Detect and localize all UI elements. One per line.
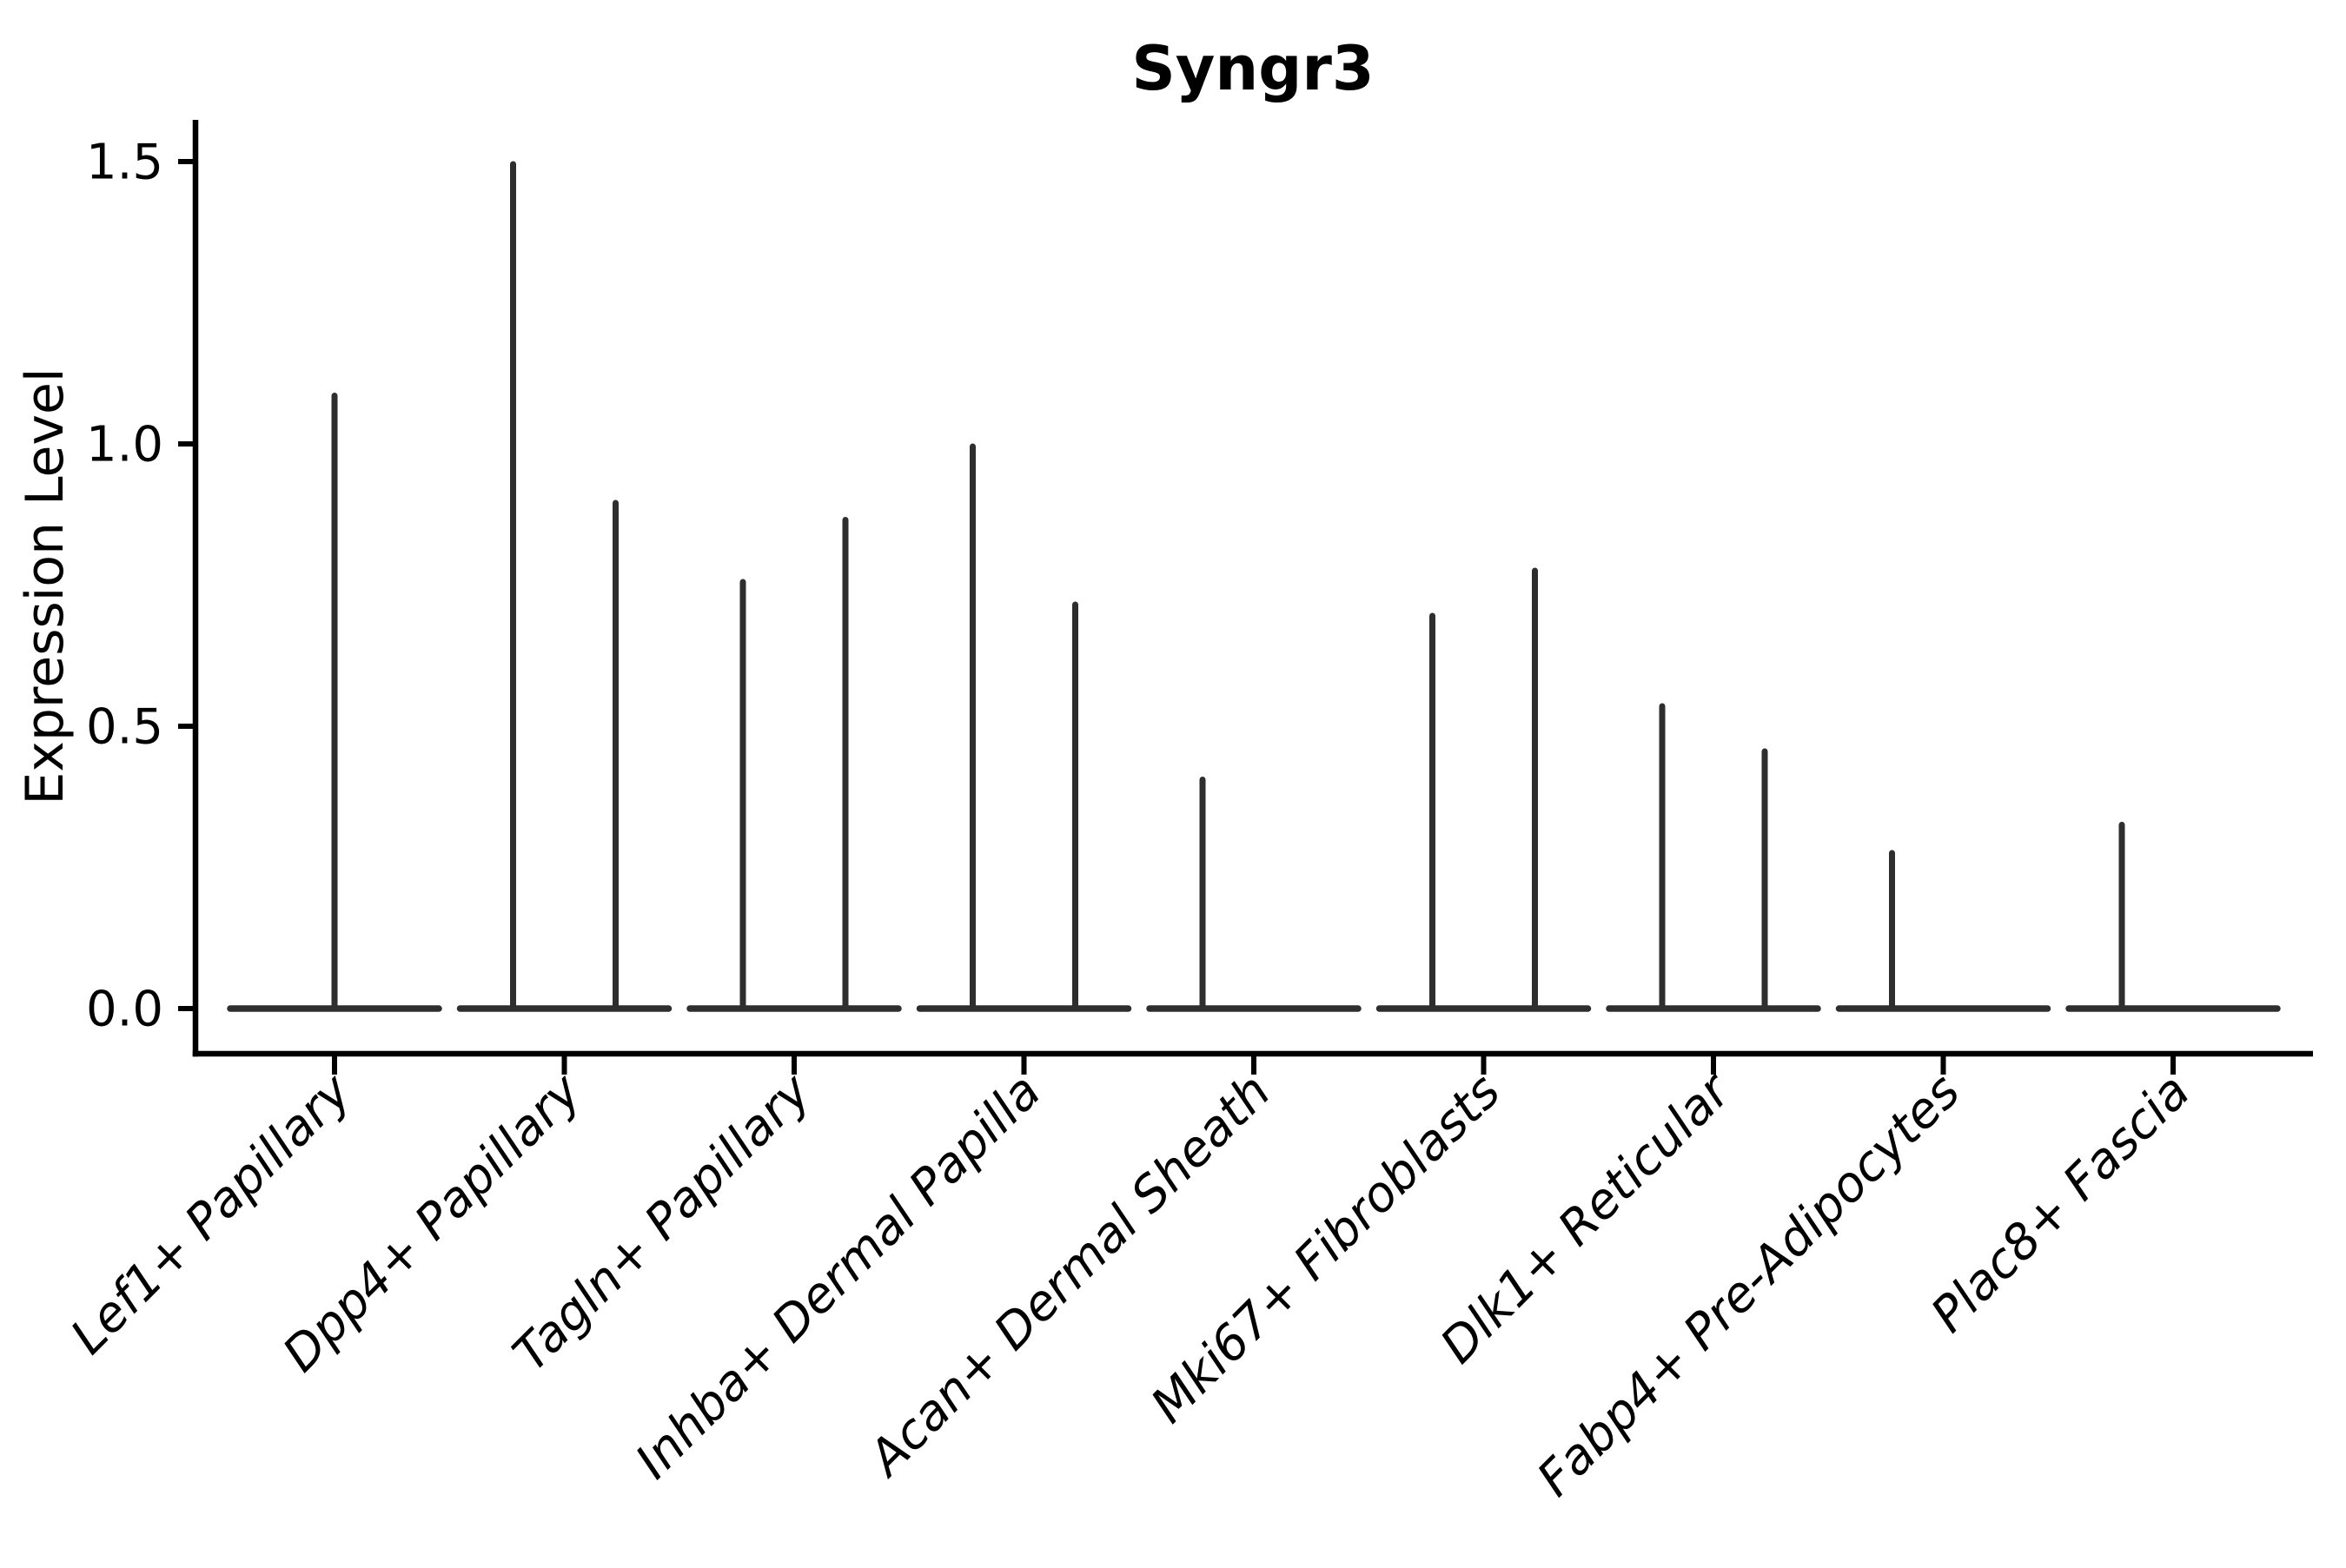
x-tick-label: Fabp4+ Pre-Adipocytes [1527,1063,1971,1507]
y-tick-label: 0.5 [86,699,163,756]
chart-title: Syngr3 [1131,33,1374,104]
x-tick-label: Inhba+ Dermal Papilla [625,1063,1051,1490]
y-tick-label: 1.0 [86,417,163,473]
y-tick-label: 1.5 [86,135,163,191]
x-tick-label: Acan+ Dermal Sheath [857,1063,1282,1488]
violins-group [227,161,2281,1012]
y-tick-label: 0.0 [86,982,163,1038]
y-axis-label: Expression Level [15,367,76,804]
axes-group [178,120,2313,1075]
